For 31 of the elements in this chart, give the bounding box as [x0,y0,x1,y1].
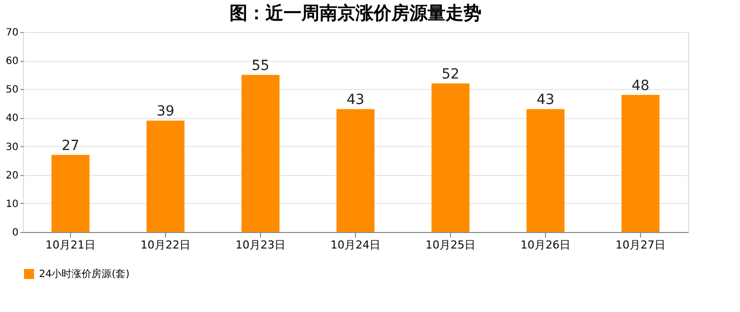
x-tick-label: 10月27日 [616,238,666,252]
y-tick-label: 50 [6,84,18,96]
data-label: 52 [442,66,460,82]
bar [526,109,564,232]
x-tick-label: 10月21日 [46,238,96,252]
bar [146,120,184,232]
y-tick-label: 20 [6,170,18,182]
y-tick-label: 10 [6,198,18,210]
y-tick-label: 60 [6,56,18,68]
y-tick-label: 70 [6,28,18,38]
data-label: 43 [346,92,364,108]
x-tick-label: 10月24日 [330,238,380,252]
x-tick-label: 10月25日 [426,238,476,252]
data-label: 39 [156,104,174,120]
x-tick-label: 10月23日 [236,238,286,252]
bar [432,83,470,232]
chart-title: 图：近一周南京涨价房源量走势 [230,3,482,24]
data-label: 43 [536,92,554,108]
data-label: 48 [632,78,650,94]
y-tick-label: 30 [6,142,18,153]
x-tick-label: 10月22日 [140,238,190,252]
bar [622,94,660,232]
y-tick-label: 40 [6,113,18,124]
x-tick-label: 10月26日 [520,238,570,252]
y-tick-label: 0 [12,228,18,238]
data-label: 55 [252,58,270,74]
legend-label: 24小时涨价房源(套) [39,268,130,280]
bar [52,154,90,232]
bar [242,74,280,232]
bar [336,109,374,232]
data-label: 27 [62,138,80,154]
